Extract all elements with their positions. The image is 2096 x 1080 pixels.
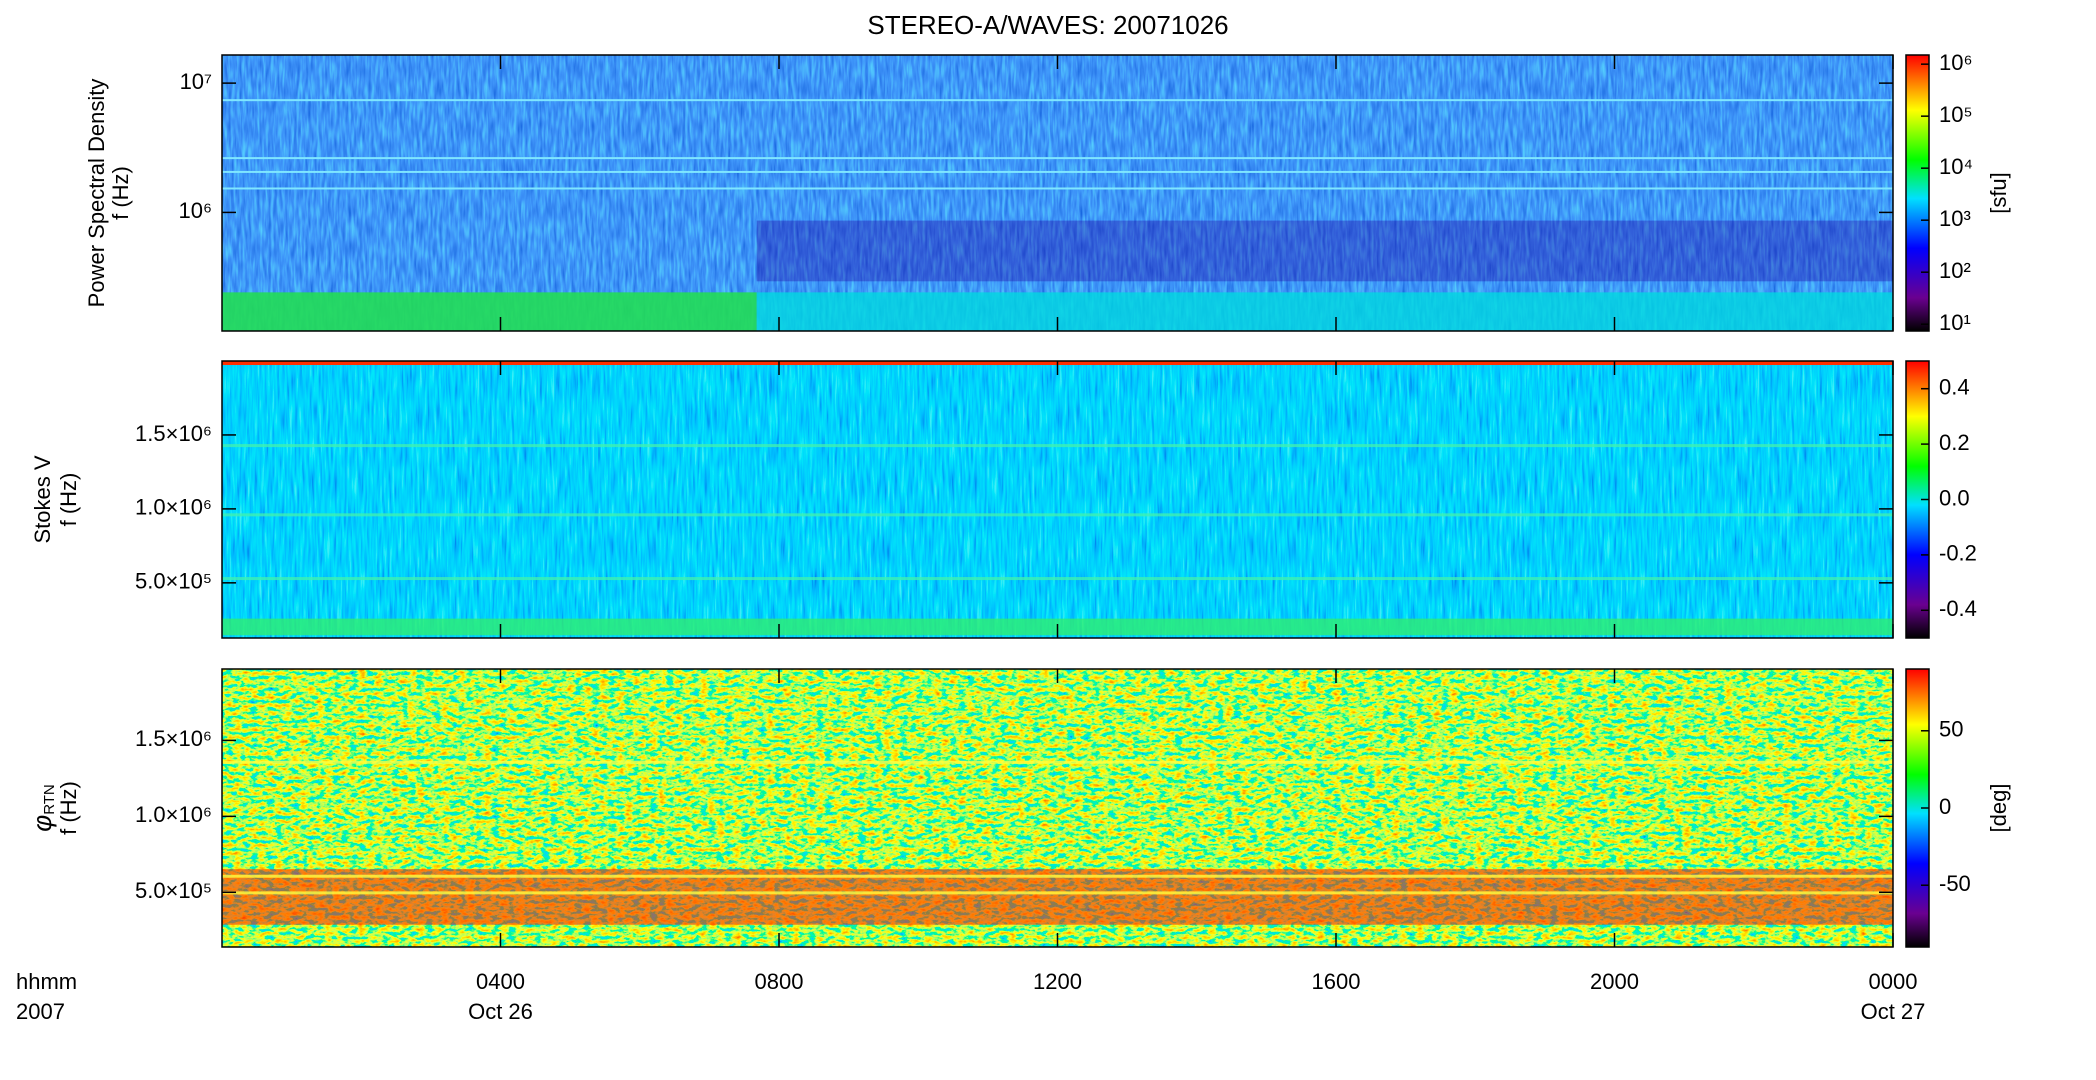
colorbar-label: [sfu] [1986, 172, 2011, 214]
y-axis-label: Power Spectral Density [84, 79, 109, 308]
spectrogram-image [222, 55, 1893, 331]
y-tick-label: 5.0×10⁵ [135, 569, 212, 594]
y-axis-label: f (Hz) [56, 473, 81, 527]
x-tick-label: 1200 [1033, 969, 1082, 994]
y-axis-label: f (Hz) [56, 781, 81, 835]
low-band [222, 292, 757, 331]
y-axis-label-text: φ [27, 815, 57, 832]
figure-title: STEREO-A/WAVES: 20071026 [867, 10, 1228, 40]
x-row-label: 2007 [16, 999, 65, 1024]
x-tick-label: 0800 [755, 969, 804, 994]
y-axis-label: φRTN [27, 784, 58, 832]
colorbar-tick-label: 10³ [1939, 206, 1971, 231]
low-band [756, 292, 1893, 331]
band-line [222, 891, 1893, 895]
x-date-label: Oct 26 [468, 999, 533, 1024]
colorbar-tick-label: 0 [1939, 794, 1951, 819]
x-tick-label: 1600 [1312, 969, 1361, 994]
spectrogram-image [222, 361, 1893, 638]
colorbar-tick-label: 10¹ [1939, 310, 1971, 335]
colorbar-tick-label: 50 [1939, 717, 1963, 742]
band-line [222, 874, 1893, 878]
y-tick-label: 10⁶ [178, 198, 212, 223]
x-tick-label: 0000 [1869, 969, 1918, 994]
colorbar-tick-label: 0.4 [1939, 375, 1970, 400]
x-tick-label: 0400 [476, 969, 525, 994]
colorbar-tick-label: -0.2 [1939, 541, 1977, 566]
colorbar-tick-label: 0.2 [1939, 430, 1970, 455]
colorbar-tick-label: 10⁶ [1939, 50, 1973, 75]
colorbar-tick-label: 10² [1939, 258, 1971, 283]
colorbar-tick-label: -50 [1939, 871, 1971, 896]
x-date-label: Oct 27 [1861, 999, 1926, 1024]
colorbar-tick-label: -0.4 [1939, 596, 1977, 621]
colorbar-tick-label: 10⁵ [1939, 102, 1973, 127]
spectrogram-noise [222, 361, 1893, 638]
colorbar-tick-label: 10⁴ [1939, 154, 1973, 179]
spectrogram-image [222, 669, 1893, 947]
band-line [222, 170, 1893, 173]
y-tick-label: 1.5×10⁶ [135, 421, 212, 446]
colorbar-tick-label: 0.0 [1939, 485, 1970, 510]
y-axis-label-sub: RTN [41, 784, 58, 815]
colorbar-label: [deg] [1986, 784, 2011, 833]
y-tick-label: 10⁷ [180, 69, 212, 94]
dark-band [756, 220, 1893, 282]
band-line [222, 760, 1893, 764]
y-tick-label: 1.0×10⁶ [135, 802, 212, 827]
y-tick-label: 5.0×10⁵ [135, 878, 212, 903]
y-tick-label: 1.0×10⁶ [135, 495, 212, 520]
band-line [222, 513, 1893, 517]
colorbar [1905, 54, 1930, 332]
band-line [222, 157, 1893, 160]
y-axis-label-text: Stokes V [30, 455, 55, 543]
y-tick-label: 1.5×10⁶ [135, 726, 212, 751]
y-axis-label: Stokes V [30, 455, 55, 543]
x-row-label: hhmm [16, 969, 77, 994]
x-tick-label: 2000 [1590, 969, 1639, 994]
y-axis-label: f (Hz) [108, 166, 133, 220]
red-band [222, 869, 1893, 925]
band-line [222, 577, 1893, 581]
band-line [222, 187, 1893, 190]
spectrogram-noise [222, 55, 1893, 331]
y-axis-label-text: Power Spectral Density [84, 79, 109, 308]
band-line [222, 99, 1893, 102]
band-line [222, 444, 1893, 448]
